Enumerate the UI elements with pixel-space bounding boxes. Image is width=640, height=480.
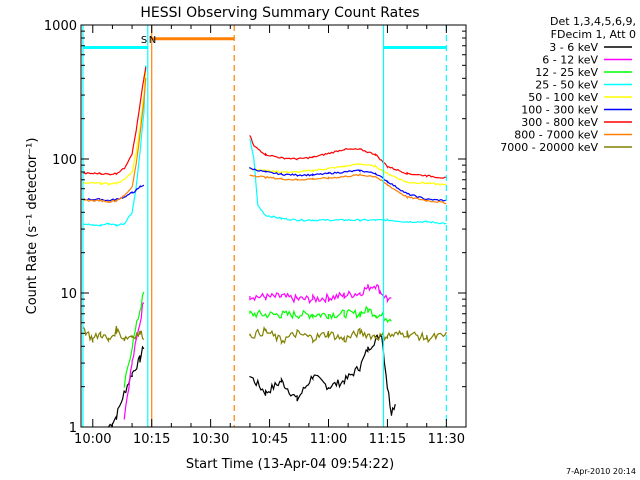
x-tick-label: 11:15 — [369, 432, 406, 447]
legend-entry-label: 3 - 6 keV — [549, 41, 598, 54]
x-tick-label: 10:15 — [133, 432, 170, 447]
y-tick-label: 1000 — [44, 19, 77, 34]
series-line-6 — [82, 166, 447, 202]
y-tick-label: 10 — [60, 287, 77, 302]
series-line-9 — [82, 325, 447, 346]
x-tick-label: 10:45 — [251, 432, 288, 447]
legend-entry-label: 50 - 100 keV — [528, 91, 598, 104]
series-line-3 — [123, 291, 392, 388]
chart-title: HESSI Observing Summary Count Rates — [140, 5, 419, 21]
marker-label-n: N — [149, 35, 156, 46]
y-tick-label: 1 — [69, 421, 77, 436]
legend-header-line-2: FDecim 1, Att 0 — [551, 28, 636, 41]
series-line-2 — [123, 283, 392, 420]
footer-timestamp: 7-Apr-2010 20:14 — [566, 467, 636, 476]
y-axis-label: Count Rate (s⁻¹ detector⁻¹) — [25, 138, 40, 315]
x-tick-label: 11:00 — [310, 432, 347, 447]
legend-entry-label: 7000 - 20000 keV — [500, 141, 598, 154]
legend-header-line-1: Det 1,3,4,5,6,9, — [550, 15, 636, 28]
legend: Det 1,3,4,5,6,9, FDecim 1, Att 0 3 - 6 k… — [500, 15, 636, 154]
plot-frame — [80, 24, 467, 428]
legend-entry-label: 100 - 300 keV — [521, 104, 598, 117]
series-line-5 — [82, 71, 447, 187]
x-tick-label: 10:30 — [192, 432, 229, 447]
axes: 10:00 10:15 10:30 10:45 11:00 11:15 11:30 1 10 10… — [44, 19, 466, 447]
legend-entry-label: 800 - 7000 keV — [514, 129, 598, 142]
legend-entry-label: 12 - 25 keV — [535, 66, 598, 79]
x-tick-label: 11:30 — [428, 432, 465, 447]
legend-entry-label: 25 - 50 keV — [535, 79, 598, 92]
y-tick-label: 100 — [52, 153, 77, 168]
x-tick-label: 10:00 — [74, 432, 111, 447]
series-line-8 — [82, 77, 447, 205]
legend-entry-label: 300 - 800 keV — [521, 116, 598, 129]
legend-entry-label: 6 - 12 keV — [542, 54, 598, 67]
series-line-7 — [82, 66, 447, 179]
series-line-4 — [82, 65, 447, 228]
x-axis-label: Start Time (13-Apr-04 09:54:22) — [186, 457, 394, 472]
marker-label-s: S — [141, 35, 147, 46]
